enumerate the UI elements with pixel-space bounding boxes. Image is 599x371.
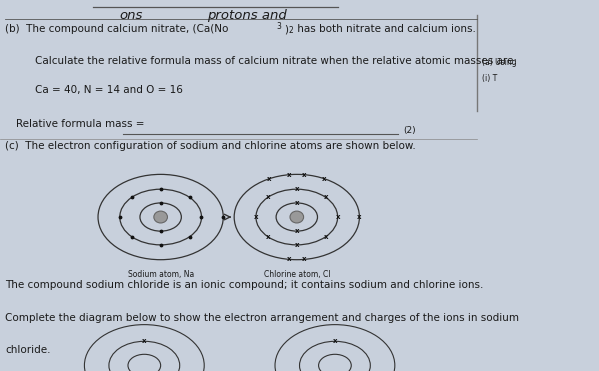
Text: x: x [287, 172, 292, 178]
Text: (b)  The compound calcium nitrate, (Ca(No: (b) The compound calcium nitrate, (Ca(No [5, 24, 229, 34]
Text: Chlorine atom, Cl: Chlorine atom, Cl [264, 270, 330, 279]
Text: x: x [266, 234, 270, 240]
Text: x: x [302, 256, 307, 262]
Text: x: x [357, 214, 362, 220]
Ellipse shape [290, 211, 304, 223]
Text: x: x [332, 338, 337, 344]
Text: chloride.: chloride. [5, 345, 51, 355]
Text: x: x [295, 228, 299, 234]
Text: Ca = 40, N = 14 and O = 16: Ca = 40, N = 14 and O = 16 [35, 85, 183, 95]
Text: has both nitrate and calcium ions.: has both nitrate and calcium ions. [294, 24, 476, 34]
Text: x: x [323, 234, 328, 240]
Text: x: x [267, 175, 272, 182]
Text: x: x [302, 172, 307, 178]
Text: x: x [287, 256, 292, 262]
Text: Sodium atom, Na: Sodium atom, Na [128, 270, 194, 279]
Text: 2: 2 [289, 26, 294, 35]
Text: x: x [142, 338, 147, 344]
Text: ): ) [284, 24, 288, 34]
Text: (2): (2) [403, 126, 416, 135]
Text: Relative formula mass =: Relative formula mass = [16, 119, 148, 129]
Text: x: x [295, 186, 299, 192]
Text: Complete the diagram below to show the electron arrangement and charges of the i: Complete the diagram below to show the e… [5, 313, 519, 324]
Text: (c)  The electron configuration of sodium and chlorine atoms are shown below.: (c) The electron configuration of sodium… [5, 141, 416, 151]
Text: x: x [295, 200, 299, 206]
Text: (i) T: (i) T [482, 74, 497, 83]
Text: protons and: protons and [207, 9, 287, 22]
Text: Calculate the relative formula mass of calcium nitrate when the relative atomic : Calculate the relative formula mass of c… [35, 56, 518, 66]
Text: 3: 3 [277, 22, 282, 31]
Text: x: x [295, 242, 299, 248]
Text: x: x [254, 214, 258, 220]
Text: x: x [266, 194, 270, 200]
Text: x: x [335, 214, 340, 220]
Ellipse shape [154, 211, 168, 223]
Text: x: x [323, 194, 328, 200]
Text: x: x [322, 175, 326, 182]
Text: ons: ons [120, 9, 143, 22]
Text: The compound sodium chloride is an ionic compound; it contains sodium and chlori: The compound sodium chloride is an ionic… [5, 280, 484, 290]
Text: (a) Using: (a) Using [482, 58, 516, 66]
